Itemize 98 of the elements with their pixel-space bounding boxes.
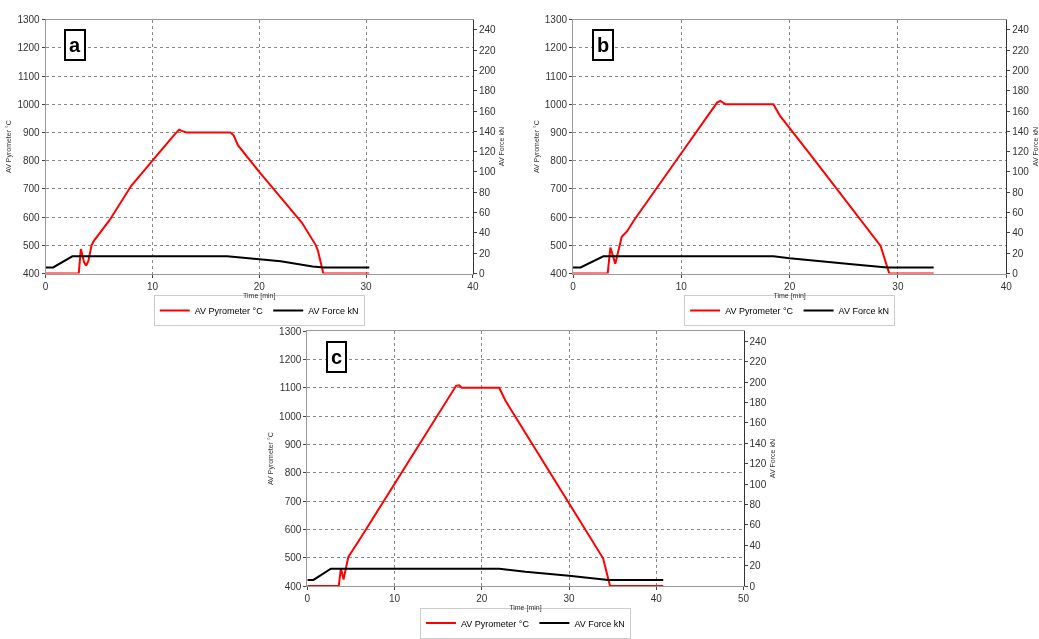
x-tick-label: 0 (304, 593, 311, 605)
y-tick-label: 1200 (279, 353, 302, 365)
y2-tick-label: 40 (749, 539, 762, 551)
x-tick-label: 50 (737, 593, 750, 605)
y2-tick-label: 0 (749, 580, 756, 592)
y2-tick-label: 20 (749, 560, 762, 572)
y-tick-label: 600 (22, 211, 41, 223)
y-tick-label: 400 (550, 268, 568, 280)
y2-tick-label: 180 (1012, 85, 1030, 97)
x-tick-label: 30 (892, 280, 904, 292)
line-series (307, 384, 665, 587)
y-tick-label: 1300 (279, 325, 302, 337)
y-tick-label: 500 (22, 239, 41, 251)
x-tick-label: 40 (650, 593, 663, 605)
y-tick-label: 800 (550, 155, 568, 167)
y-tick-label: 1000 (17, 98, 41, 110)
y-tick-label: 900 (22, 126, 41, 138)
y-tick-label: 600 (550, 211, 568, 223)
y2-tick-label: 220 (478, 44, 497, 56)
y2-tick-label: 100 (478, 166, 497, 178)
y2-tick-label: 120 (749, 458, 767, 470)
legend-label: AV Pyrometer °C (725, 306, 794, 317)
y2-tick-label: 140 (749, 437, 767, 449)
y-tick-label: 1200 (17, 42, 41, 54)
y2-tick-label: 160 (1012, 105, 1030, 117)
y-tick-label: 800 (284, 467, 302, 479)
y2-tick-label: 200 (478, 64, 497, 76)
y2-tick-label: 60 (1012, 207, 1024, 219)
line-series (307, 567, 665, 581)
y2-tick-label: 80 (478, 186, 491, 198)
y-tick-label: 700 (284, 495, 302, 507)
y2-tick-label: 140 (1012, 125, 1030, 137)
legend-label: AV Force kN (308, 306, 359, 317)
y2-tick-label: 120 (1012, 146, 1030, 158)
legend-label: AV Pyrometer °C (194, 306, 264, 317)
y-tick-label: 500 (284, 552, 302, 564)
x-tick-label: 20 (253, 280, 266, 292)
legend-label: AV Force kN (574, 618, 625, 629)
y-tick-label: 1300 (544, 14, 568, 26)
y2-tick-label: 120 (478, 146, 497, 158)
annotation: a (69, 34, 81, 56)
y-tick-label: 1000 (544, 98, 568, 110)
y2-tick-label: 180 (749, 397, 767, 409)
y-tick-label: 600 (284, 523, 302, 535)
y2-tick-label: 160 (749, 417, 767, 429)
y2-tick-label: 0 (1012, 268, 1019, 280)
y-tick-label: 1200 (544, 42, 568, 54)
annotation: b (597, 34, 610, 56)
y2-tick-label: 160 (478, 105, 497, 117)
y2-tick-label: 100 (1012, 166, 1030, 178)
x-tick-label: 10 (675, 280, 688, 292)
y2-tick-label: 200 (749, 376, 767, 388)
y2-tick-label: 80 (1012, 186, 1024, 198)
x-tick-label: 20 (784, 280, 796, 292)
y-tick-label: 1100 (18, 70, 41, 82)
x-tick-label: 40 (467, 280, 479, 292)
y-tick-label: 1000 (279, 410, 302, 422)
y2-tick-label: 0 (478, 268, 485, 280)
y2-tick-label: 140 (478, 125, 497, 137)
y-tick-label: 400 (22, 268, 41, 280)
y2-tick-label: 100 (749, 478, 767, 490)
y-tick-label: 800 (22, 155, 41, 167)
line-series (573, 255, 935, 269)
x-tick-label: 30 (563, 593, 576, 605)
x-tick-label: 20 (476, 593, 488, 605)
y-tick-label: 900 (550, 126, 568, 138)
legend-label: AV Force kN (838, 306, 889, 317)
y-tick-label: 400 (284, 580, 302, 592)
annotation: c (331, 346, 343, 368)
y2-tick-label: 80 (749, 498, 762, 510)
y2-tick-label: 200 (1012, 64, 1030, 76)
x-tick-label: 0 (570, 280, 577, 292)
y2-tick-label: 60 (749, 519, 762, 531)
y-tick-label: 700 (22, 183, 41, 195)
y2-tick-label: 180 (478, 85, 497, 97)
x-tick-label: 10 (146, 280, 159, 292)
y2-tick-label: 40 (1012, 227, 1024, 239)
legend-label: AV Pyrometer °C (460, 618, 530, 629)
y-tick-label: 1100 (545, 70, 568, 82)
y-tick-label: 700 (550, 183, 568, 195)
y-tick-label: 1300 (17, 14, 41, 26)
y2-tick-label: 20 (1012, 247, 1024, 259)
y2-tick-label: 220 (749, 356, 767, 368)
y2-tick-label: 240 (749, 335, 767, 347)
y-tick-label: 900 (284, 438, 302, 450)
y2-tick-label: 60 (478, 207, 491, 219)
y2-tick-label: 220 (1012, 44, 1030, 56)
line-series (45, 255, 371, 269)
x-tick-label: 30 (360, 280, 373, 292)
x-tick-label: 40 (1000, 280, 1013, 292)
y2-tick-label: 20 (478, 247, 491, 259)
y-tick-label: 1100 (279, 382, 302, 394)
y-tick-label: 500 (550, 239, 568, 251)
x-tick-label: 10 (389, 593, 401, 605)
y2-tick-label: 40 (478, 227, 491, 239)
y2-tick-label: 240 (478, 24, 497, 36)
y2-tick-label: 240 (1012, 24, 1030, 36)
x-tick-label: 0 (42, 280, 49, 292)
